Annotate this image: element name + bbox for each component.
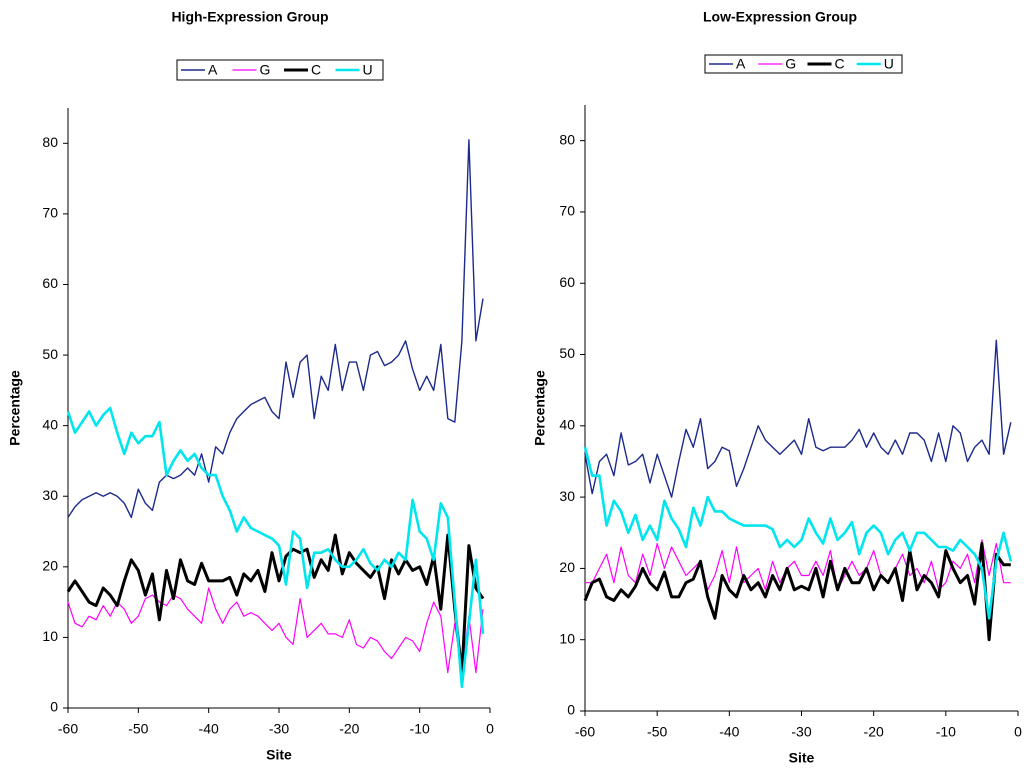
y-tick-label: 20 bbox=[559, 559, 575, 575]
x-tick-label: -10 bbox=[410, 721, 430, 737]
y-tick-label: 70 bbox=[42, 205, 58, 221]
chart-title: Low-Expression Group bbox=[703, 9, 857, 25]
legend-label: A bbox=[208, 62, 218, 78]
series-line bbox=[67, 139, 484, 519]
y-tick-label: 30 bbox=[559, 488, 575, 504]
y-tick-label: 20 bbox=[42, 558, 58, 574]
y-tick-label: 50 bbox=[42, 346, 58, 362]
x-tick-label: -30 bbox=[269, 721, 289, 737]
x-tick-label: -60 bbox=[58, 721, 78, 737]
x-tick-label: -40 bbox=[199, 721, 219, 737]
y-tick-label: 10 bbox=[559, 630, 575, 646]
x-tick-label: -50 bbox=[647, 724, 667, 740]
series-line bbox=[583, 446, 1013, 620]
x-axis-label: Site bbox=[266, 747, 292, 763]
x-tick-label: -30 bbox=[791, 724, 811, 740]
y-tick-label: 50 bbox=[559, 345, 575, 361]
y-axis-label: Percentage bbox=[7, 370, 23, 446]
y-tick-label: 0 bbox=[50, 699, 58, 715]
series-line bbox=[583, 542, 1011, 642]
legend-label: U bbox=[884, 56, 894, 72]
legend-label: C bbox=[835, 56, 845, 72]
x-tick-label: -20 bbox=[339, 721, 359, 737]
legend-label: A bbox=[736, 56, 746, 72]
x-tick-label: -50 bbox=[128, 721, 148, 737]
y-tick-label: 60 bbox=[42, 275, 58, 291]
series-line bbox=[66, 533, 485, 675]
legend-label: U bbox=[363, 62, 373, 78]
x-tick-label: -20 bbox=[864, 724, 884, 740]
series-line bbox=[584, 339, 1012, 498]
chart-title: High-Expression Group bbox=[171, 9, 328, 25]
legend-box bbox=[704, 54, 903, 74]
y-axis-label: Percentage bbox=[532, 370, 548, 446]
y-tick-label: 0 bbox=[567, 702, 575, 718]
x-tick-label: -10 bbox=[936, 724, 956, 740]
y-tick-label: 10 bbox=[42, 628, 58, 644]
y-tick-label: 80 bbox=[42, 134, 58, 150]
legend-label: G bbox=[785, 56, 796, 72]
legend-label: G bbox=[260, 62, 271, 78]
legend-box bbox=[176, 59, 384, 81]
y-tick-label: 40 bbox=[42, 416, 58, 432]
y-tick-label: 30 bbox=[42, 487, 58, 503]
series-line bbox=[67, 587, 484, 674]
x-axis-label: Site bbox=[789, 750, 815, 766]
y-tick-label: 70 bbox=[559, 203, 575, 219]
legend-label: C bbox=[311, 62, 321, 78]
x-tick-label: -60 bbox=[575, 724, 595, 740]
x-tick-label: 0 bbox=[486, 721, 494, 737]
y-tick-label: 60 bbox=[559, 274, 575, 290]
x-tick-label: 0 bbox=[1014, 724, 1022, 740]
y-tick-label: 40 bbox=[559, 417, 575, 433]
series-line bbox=[66, 406, 485, 689]
y-tick-label: 80 bbox=[559, 131, 575, 147]
x-tick-label: -40 bbox=[719, 724, 739, 740]
